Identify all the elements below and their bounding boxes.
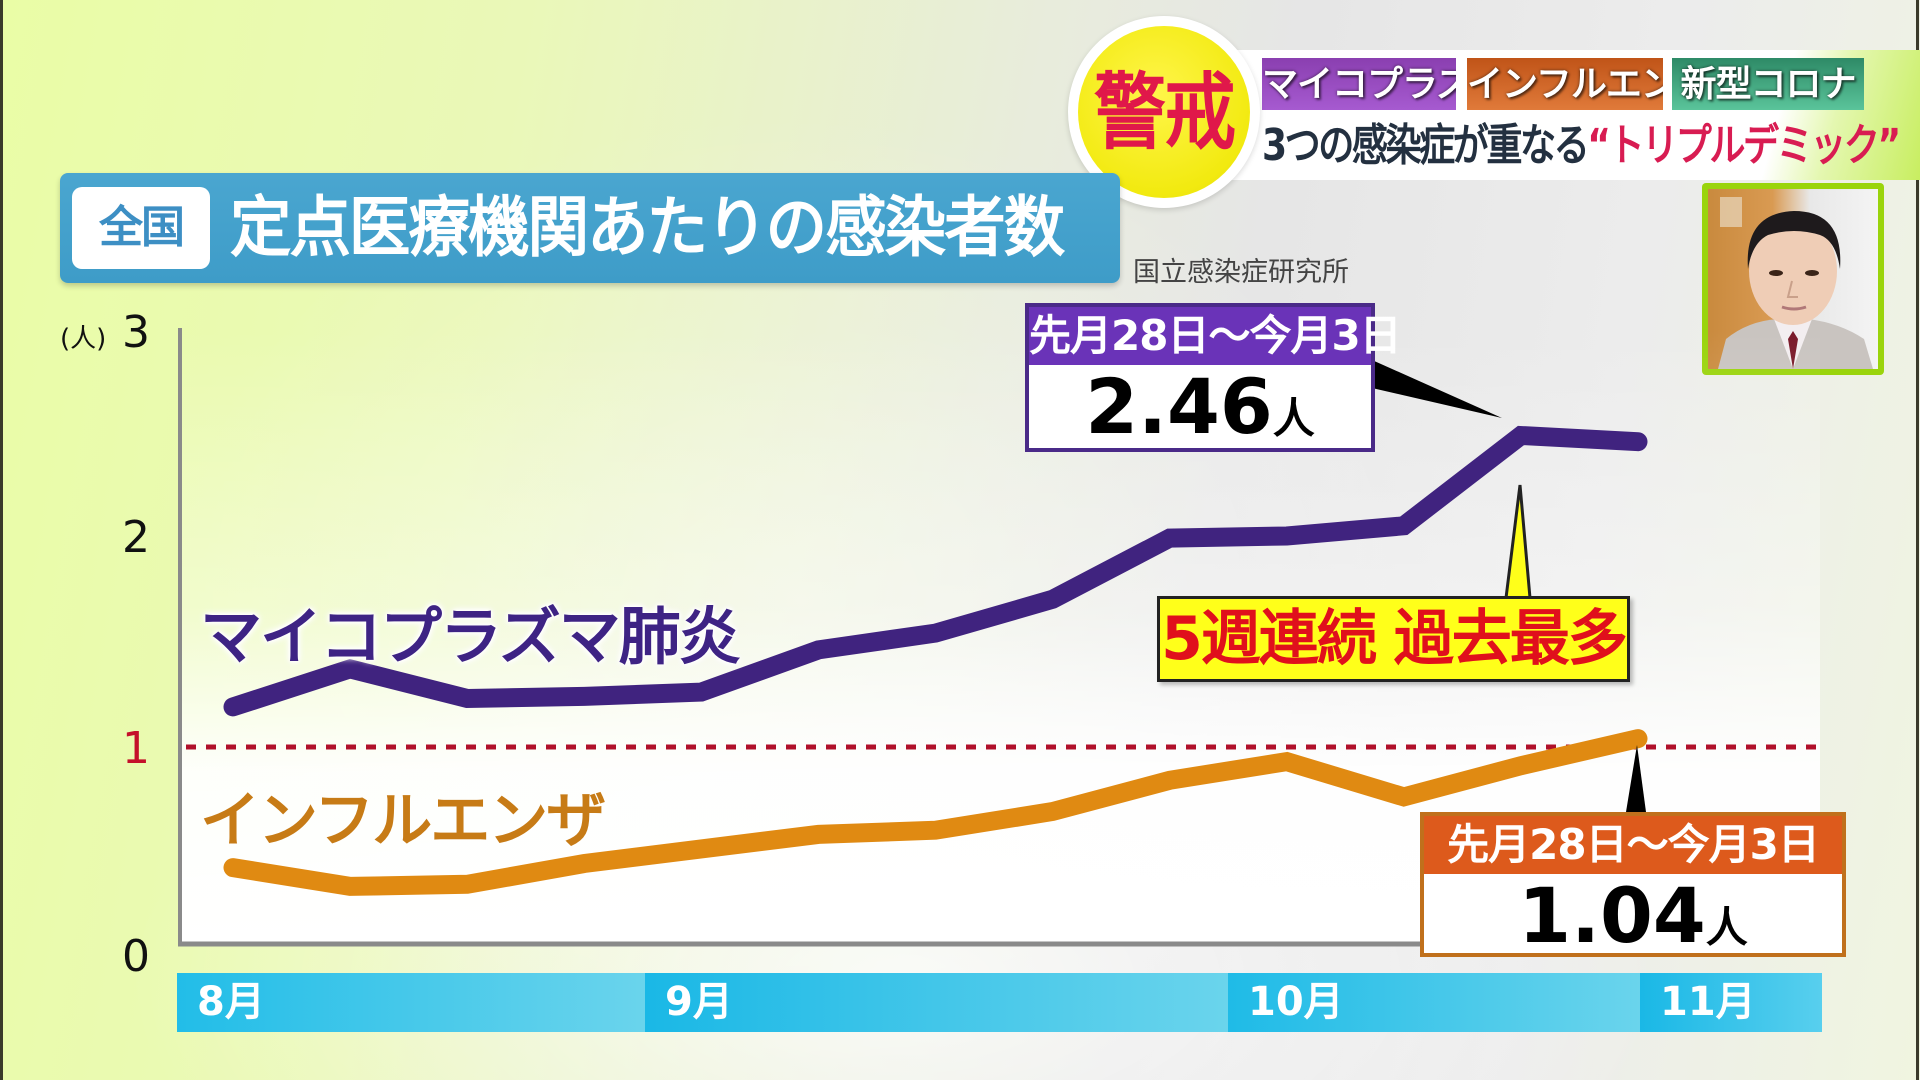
y-tick-1: 1 xyxy=(122,723,150,774)
alert-badge-text: 警戒 xyxy=(1093,63,1236,161)
x-label-aug: 8月 xyxy=(177,973,645,1032)
subtitle-prefix: 3つの感染症が重なる xyxy=(1262,120,1590,171)
alert-badge: 警戒 xyxy=(1068,16,1260,208)
influenza-value: 1.04 xyxy=(1518,871,1706,960)
influenza-callout: 先月28日～今月3日 1.04人 xyxy=(1420,812,1846,957)
chart-title-bar: 全国 定点医療機関あたりの感染者数 xyxy=(60,173,1120,283)
mycoplasma-callout-period: 先月28日～今月3日 xyxy=(1029,307,1402,365)
y-tick-2: 2 xyxy=(122,512,150,563)
influenza-unit: 人 xyxy=(1705,903,1748,952)
influenza-callout-pointer xyxy=(1626,745,1646,812)
mycoplasma-callout: 先月28日～今月3日 2.46人 xyxy=(1025,303,1402,452)
record-callout: 5週連続 過去最多 xyxy=(1157,596,1630,682)
series-label-mycoplasma: マイコプラズマ肺炎 xyxy=(200,600,741,673)
y-axis-unit: (人) xyxy=(60,324,107,354)
subtitle-highlight: “トリプルデミック” xyxy=(1587,120,1901,171)
alert-badge-fill: 警戒 xyxy=(1078,26,1250,198)
x-label-sep: 9月 xyxy=(645,973,1228,1032)
mycoplasma-unit: 人 xyxy=(1272,394,1315,443)
mycoplasma-callout-pointer xyxy=(1372,360,1502,418)
tag-mycoplasma: マイコプラズマ xyxy=(1262,58,1456,110)
mycoplasma-callout-value: 2.46人 xyxy=(1029,365,1371,445)
influenza-line xyxy=(223,729,1648,896)
x-label-oct: 10月 xyxy=(1228,973,1640,1032)
tag-covid: 新型コロナ xyxy=(1672,58,1864,110)
influenza-callout-value: 1.04人 xyxy=(1424,874,1842,954)
header-subtitle: 3つの感染症が重なる“トリプルデミック” xyxy=(1262,118,1901,174)
frame-border-left xyxy=(0,0,3,1080)
data-source: 国立感染症研究所 xyxy=(1133,257,1349,288)
mycoplasma-line xyxy=(223,425,1648,717)
x-label-nov: 11月 xyxy=(1640,973,1822,1032)
mycoplasma-value: 2.46 xyxy=(1085,362,1273,451)
tag-influenza: インフルエンザ xyxy=(1467,58,1663,110)
influenza-callout-period: 先月28日～今月3日 xyxy=(1424,816,1842,874)
series-label-influenza: インフルエンザ xyxy=(200,786,606,856)
record-callout-pointer xyxy=(1504,484,1532,600)
chart-title: 定点医療機関あたりの感染者数 xyxy=(230,189,1065,266)
y-tick-0: 0 xyxy=(122,931,150,982)
y-tick-3: 3 xyxy=(122,307,150,358)
region-badge: 全国 xyxy=(72,187,210,269)
frame-border-right xyxy=(1916,0,1919,1080)
